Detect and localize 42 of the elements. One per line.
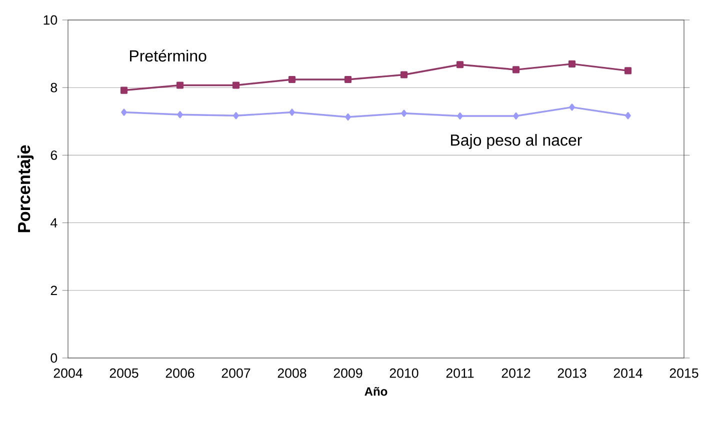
x-tick-label: 2012 xyxy=(502,368,530,378)
point xyxy=(513,112,519,120)
point xyxy=(344,76,352,84)
point xyxy=(288,76,296,84)
point xyxy=(625,112,631,120)
point xyxy=(512,66,520,74)
x-tick-label: 2005 xyxy=(110,368,138,378)
y-tick-label: 8 xyxy=(50,82,58,92)
point xyxy=(624,67,632,74)
y-tick-label: 10 xyxy=(44,15,58,25)
point xyxy=(345,113,351,121)
y-tick-label: 2 xyxy=(50,286,57,296)
point xyxy=(121,108,127,116)
y-tick-label: 4 xyxy=(50,218,58,228)
x-tick-label: 2014 xyxy=(614,368,642,378)
point xyxy=(289,108,295,116)
x-axis-title: Año xyxy=(364,386,388,396)
x-tick-label: 2004 xyxy=(54,368,82,378)
x-tick-label: 2009 xyxy=(334,368,362,378)
x-tick-label: 2007 xyxy=(222,368,250,378)
point xyxy=(400,71,408,78)
x-tick-label: 2010 xyxy=(390,368,418,378)
x-tick-label: 2008 xyxy=(278,368,306,378)
x-tick-label: 2006 xyxy=(166,368,194,378)
series-label: Bajo peso al nacer xyxy=(451,134,582,149)
point xyxy=(457,112,463,120)
point xyxy=(176,82,184,89)
point xyxy=(456,61,464,68)
point xyxy=(177,111,183,118)
y-tick-label: 0 xyxy=(50,353,58,363)
y-tick-label: 6 xyxy=(50,150,58,160)
point xyxy=(568,60,576,68)
point xyxy=(232,82,240,89)
y-axis-title: Porcentaje xyxy=(17,145,34,232)
series-label: Pretérmino xyxy=(130,50,206,62)
point xyxy=(569,104,575,111)
x-tick-label: 2015 xyxy=(670,368,698,378)
point xyxy=(401,110,407,117)
point xyxy=(233,112,239,120)
x-tick-label: 2013 xyxy=(558,368,586,378)
point xyxy=(120,86,128,94)
x-tick-label: 2011 xyxy=(446,368,474,378)
